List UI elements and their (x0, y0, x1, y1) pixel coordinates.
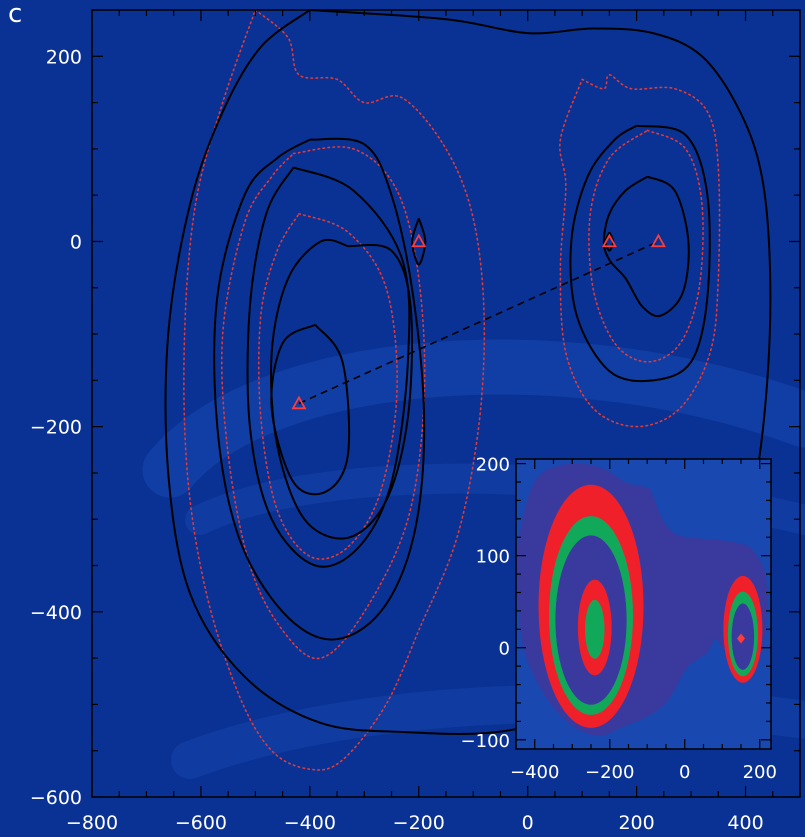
peak-markers (291, 233, 666, 410)
solid-contour-5 (270, 323, 351, 496)
solid-contour-7 (569, 124, 711, 383)
x-tick-label: −400 (284, 812, 336, 834)
dashed-connector (298, 240, 659, 405)
y-tick-label: −600 (30, 787, 82, 809)
inset-y-tick-label: 0 (499, 639, 510, 660)
main-x-tick-labels: −800 −600 −400 −200 0 200 400 (66, 812, 764, 834)
solid-contour-4 (270, 238, 414, 540)
triangle-marker-2 (411, 233, 427, 248)
x-tick-label: −800 (66, 812, 118, 834)
triangle-marker-4 (650, 233, 666, 248)
dotted-contour-5 (588, 129, 704, 363)
inset-filled-contour-plot: −400 −200 0 200 −100 0 100 200 (461, 455, 777, 783)
x-tick-label: −200 (393, 812, 445, 834)
inset-y-tick-label: 200 (476, 455, 510, 476)
solid-contour-3 (246, 166, 411, 568)
inset-plot-frame (515, 458, 772, 750)
y-tick-label: −400 (30, 602, 82, 624)
triangle-marker-1 (291, 395, 307, 410)
inset-x-tick-label: −200 (585, 762, 634, 783)
dashed-line (298, 240, 659, 405)
main-y-tick-labels: −600 −400 −200 0 200 (30, 46, 82, 809)
solid-contours (164, 9, 772, 735)
inset-y-tick-labels: −100 0 100 200 (461, 455, 510, 752)
inset-x-tick-label: 0 (679, 762, 690, 783)
main-contour-plot: −800 −600 −400 −200 0 200 400 −600 −400 −200 0 200 (30, 9, 801, 834)
swirl-band-outer (142, 339, 805, 498)
x-tick-label: −600 (175, 812, 227, 834)
solid-contour-2 (213, 137, 426, 641)
inset-x-tick-label: 200 (743, 762, 777, 783)
x-tick-label: 200 (618, 812, 654, 834)
inset-marker (737, 633, 745, 644)
inset-left-green-core (585, 599, 605, 659)
y-tick-label: 0 (70, 231, 82, 253)
inset-x-tick-label: −400 (510, 762, 559, 783)
y-tick-label: −200 (30, 417, 82, 439)
solid-contour-9 (604, 231, 615, 252)
triangle-marker-3 (601, 233, 617, 248)
inset-diamond-marker (737, 633, 745, 644)
inset-y-tick-label: 100 (476, 547, 510, 568)
solid-contour-8 (602, 175, 690, 318)
y-tick-label: 200 (46, 46, 82, 68)
dotted-contour-3 (257, 212, 398, 560)
x-tick-label: 0 (522, 812, 534, 834)
solid-contour-6 (411, 217, 427, 266)
panel-letter: c (8, 0, 22, 29)
inset-y-tick-label: −100 (461, 731, 510, 752)
inset-axis-ticks (515, 459, 771, 749)
inset-x-tick-labels: −400 −200 0 200 (510, 762, 777, 783)
x-tick-label: 400 (727, 812, 763, 834)
dotted-contour-1 (183, 9, 486, 771)
inset-filled-regions (516, 463, 768, 736)
main-axis-ticks (91, 9, 801, 798)
